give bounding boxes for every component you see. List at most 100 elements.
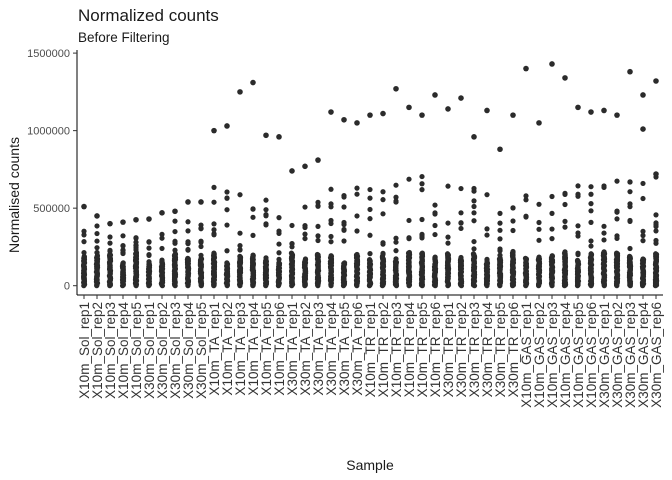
sample-max-point — [328, 109, 334, 115]
x-tick-label: X30m_TA_rep2 — [298, 302, 313, 396]
data-point — [341, 260, 348, 266]
x-tick-label: X10m_GAS_rep1 — [519, 302, 534, 408]
data-point — [419, 181, 425, 187]
data-point — [380, 189, 386, 195]
data-point — [536, 254, 542, 260]
data-point — [588, 251, 594, 257]
data-point — [237, 253, 243, 259]
data-point — [432, 254, 438, 260]
sample-max-point — [536, 120, 542, 126]
data-point — [601, 183, 607, 189]
data-point — [419, 187, 425, 193]
data-point — [393, 199, 399, 205]
x-tick-label: X30m_TA_rep5 — [337, 302, 352, 396]
data-point — [315, 233, 321, 239]
data-point — [627, 179, 633, 185]
data-point — [185, 219, 191, 225]
data-point — [588, 201, 594, 207]
sample-points — [275, 134, 283, 289]
data-point — [497, 227, 503, 233]
x-tick-label: X10m_GAS_rep5 — [571, 302, 586, 408]
sample-max-point — [315, 157, 321, 163]
data-point — [94, 230, 100, 237]
sample-max-point — [302, 163, 308, 170]
data-point — [354, 191, 360, 197]
data-point — [536, 237, 542, 243]
x-tick-label: X10m_TR_rep6 — [428, 302, 443, 397]
sample-points — [457, 95, 465, 289]
data-point — [276, 250, 282, 256]
data-point — [328, 201, 334, 207]
x-tick-label: X10m_TA_rep4 — [246, 302, 261, 396]
sample-max-point — [445, 106, 451, 112]
sample-max-point — [146, 216, 152, 222]
sample-max-point — [549, 61, 555, 67]
sample-max-point — [393, 85, 399, 92]
sample-points — [366, 112, 374, 289]
data-point — [263, 255, 269, 261]
data-point — [159, 231, 165, 237]
sample-points — [626, 68, 634, 289]
sample-points — [418, 112, 426, 289]
chart-subtitle: Before Filtering — [78, 30, 170, 45]
x-tick-label: X10m_TA_rep2 — [220, 302, 235, 396]
data-point — [626, 253, 633, 259]
sample-points — [600, 107, 608, 289]
data-point — [354, 251, 360, 258]
sample-points — [158, 210, 166, 289]
x-tick-label: X30m_TA_rep4 — [324, 302, 339, 396]
sample-points — [197, 199, 205, 289]
data-point — [198, 243, 204, 250]
data-point — [562, 218, 568, 224]
data-point — [94, 249, 100, 256]
data-point — [640, 228, 646, 234]
x-tick-label: X10m_Sol_rep4 — [116, 302, 131, 399]
data-point — [497, 236, 503, 242]
sample-max-point — [133, 216, 139, 223]
data-point — [94, 223, 100, 229]
data-point — [237, 247, 243, 253]
x-tick-label: X10m_Sol_rep2 — [90, 302, 105, 399]
data-point — [354, 185, 360, 191]
x-tick-label: X10m_TR_rep3 — [389, 302, 404, 397]
data-point — [406, 176, 412, 182]
data-point — [588, 238, 594, 244]
data-point — [497, 210, 503, 216]
data-point — [588, 243, 594, 249]
sample-points — [145, 216, 153, 289]
data-point — [549, 210, 555, 216]
sample-max-point — [198, 199, 204, 205]
data-point — [133, 247, 139, 253]
data-point — [276, 241, 282, 247]
sample-max-point — [94, 213, 100, 219]
sample-points — [119, 219, 127, 289]
sample-points — [288, 168, 296, 289]
data-point — [302, 204, 308, 210]
sample-max-point — [432, 92, 438, 98]
data-point — [458, 210, 464, 216]
data-point — [120, 233, 126, 239]
sample-points — [340, 116, 348, 289]
sample-points — [431, 92, 439, 289]
data-point — [276, 256, 282, 262]
data-point — [406, 249, 412, 256]
data-point — [393, 235, 399, 241]
x-tick-label: X30m_Sol_rep4 — [181, 302, 196, 399]
x-axis-title: Sample — [346, 457, 394, 473]
data-point — [523, 197, 529, 203]
data-point — [471, 210, 477, 216]
data-point — [159, 235, 165, 241]
sample-max-point — [627, 68, 633, 75]
data-point — [640, 256, 646, 262]
data-point — [172, 218, 178, 224]
data-point — [471, 238, 477, 245]
sample-max-point — [601, 107, 607, 114]
data-point — [120, 260, 126, 266]
data-point — [445, 234, 451, 240]
sample-points — [483, 107, 491, 289]
data-point — [432, 210, 438, 216]
data-point — [159, 258, 165, 264]
sample-points — [444, 106, 452, 289]
data-point — [627, 204, 633, 210]
x-tick-label: X30m_TA_rep6 — [350, 302, 365, 396]
